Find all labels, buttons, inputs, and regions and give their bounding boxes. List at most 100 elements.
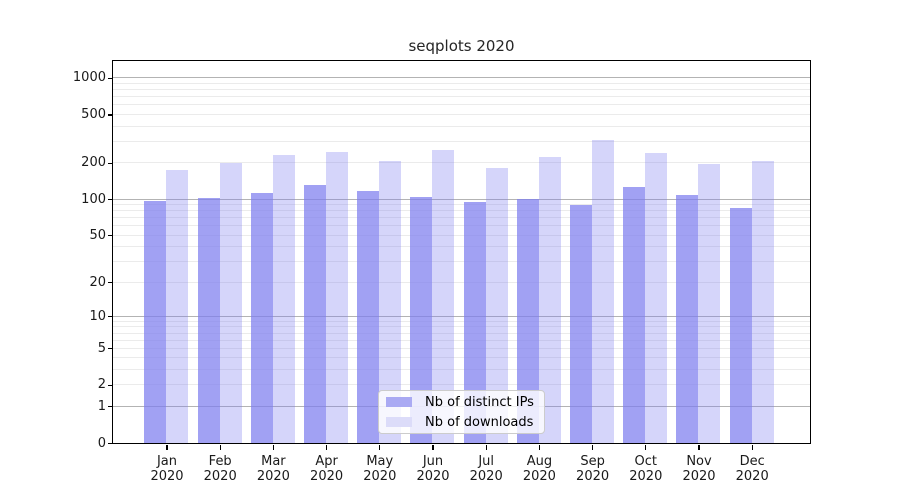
bar-ips-apr: [304, 185, 327, 443]
bar-downloads-dec: [751, 160, 774, 443]
bar-ips-sep: [570, 204, 593, 443]
chart-title: seqplots 2020: [408, 37, 515, 55]
gridline-minor: [112, 140, 810, 142]
gridline-minor: [112, 82, 810, 84]
legend-swatch-ips: [386, 396, 412, 408]
legend-label-distinct-ips: Nb of distinct IPs: [425, 394, 534, 410]
bar-ips-feb: [197, 197, 220, 443]
gridline-minor: [112, 332, 810, 334]
gridline-minor: [112, 339, 810, 341]
x-tick-mark: [485, 445, 487, 450]
bar-ips-aug: [516, 199, 539, 443]
legend-item-distinct-ips: Nb of distinct IPs: [386, 395, 534, 410]
x-tick-mark: [432, 445, 434, 450]
gridline-minor: [112, 113, 810, 115]
gridline-minor: [112, 104, 810, 106]
y-tick-label: 100: [81, 191, 106, 207]
bar-ips-may: [357, 191, 380, 443]
x-tick-mark: [166, 445, 168, 450]
x-tick-mark: [272, 445, 274, 450]
bar-downloads-apr: [326, 151, 349, 443]
y-tick-label: 50: [89, 227, 106, 243]
x-tick-label: Nov 2020: [682, 453, 716, 484]
x-tick-mark: [219, 445, 221, 450]
bar-downloads-jul: [485, 167, 508, 443]
gridline-minor: [112, 234, 810, 236]
y-tick-mark: [108, 442, 114, 445]
gridline-minor: [112, 357, 810, 359]
bar-ips-mar: [250, 193, 273, 443]
x-tick-mark: [379, 445, 381, 450]
bar-ips-jan: [144, 201, 167, 443]
bar-ips-jul: [463, 201, 486, 443]
gridline-major: [112, 77, 810, 79]
x-tick-mark: [698, 445, 700, 450]
bar-ips-nov: [676, 195, 699, 443]
y-tick-label: 500: [81, 106, 106, 122]
x-tick-mark: [326, 445, 328, 450]
bar-downloads-jun: [432, 149, 455, 443]
bar-ips-jun: [410, 196, 433, 443]
gridline-minor: [112, 217, 810, 219]
y-tick-mark: [108, 77, 114, 79]
x-tick-label: Mar 2020: [256, 453, 290, 484]
legend: Nb of distinct IPs Nb of downloads: [378, 390, 545, 434]
y-tick-label: 20: [89, 274, 106, 290]
x-tick-mark: [538, 445, 540, 450]
gridline-minor: [112, 320, 810, 322]
legend-item-downloads: Nb of downloads: [386, 415, 534, 430]
x-tick-mark: [645, 445, 647, 450]
y-tick-label: 1000: [72, 70, 106, 86]
gridline-minor: [112, 96, 810, 98]
bar-downloads-mar: [272, 154, 295, 443]
gridline-minor: [112, 261, 810, 262]
x-tick-label: Sep 2020: [576, 453, 610, 484]
gridline-minor: [112, 162, 810, 164]
y-tick-mark: [108, 114, 114, 116]
x-tick-label: Jan 2020: [150, 453, 184, 484]
y-tick-label: 5: [97, 340, 106, 356]
x-tick-label: May 2020: [363, 453, 397, 484]
gridline-minor: [112, 204, 810, 206]
y-tick-mark: [108, 162, 114, 164]
y-tick-mark: [108, 198, 114, 201]
gridline-major: [112, 315, 810, 317]
bar-ips-dec: [729, 207, 752, 443]
gridline-minor: [112, 225, 810, 227]
legend-swatch-downloads: [386, 416, 412, 428]
bar-downloads-jan: [166, 170, 189, 443]
gridline-minor: [112, 246, 810, 248]
gridline-minor: [112, 210, 810, 212]
gridline-minor: [112, 326, 810, 328]
y-tick-mark: [108, 384, 114, 387]
bar-downloads-nov: [698, 164, 721, 443]
x-tick-label: Jul 2020: [469, 453, 503, 484]
y-tick-label: 200: [81, 155, 106, 171]
x-tick-mark: [592, 445, 594, 450]
bar-downloads-oct: [645, 152, 668, 443]
y-tick-mark: [108, 316, 114, 318]
bar-downloads-feb: [219, 163, 242, 443]
gridline-minor: [112, 281, 810, 283]
bar-downloads-sep: [592, 139, 615, 443]
gridline-minor: [112, 347, 810, 349]
y-tick-mark: [108, 406, 114, 408]
x-tick-label: Dec 2020: [735, 453, 769, 484]
x-tick-label: Aug 2020: [522, 453, 556, 484]
y-tick-label: 1: [97, 398, 106, 414]
y-tick-mark: [108, 281, 114, 284]
legend-label-downloads: Nb of downloads: [425, 414, 534, 430]
bar-ips-oct: [623, 186, 646, 443]
x-tick-label: Oct 2020: [629, 453, 663, 484]
gridline-minor: [112, 125, 810, 127]
gridline-minor: [112, 89, 810, 91]
y-tick-mark: [108, 348, 114, 350]
x-tick-label: Jun 2020: [416, 453, 450, 484]
y-tick-label: 0: [97, 435, 106, 451]
gridline-minor: [112, 369, 810, 371]
x-tick-mark: [751, 445, 753, 450]
y-tick-mark: [108, 235, 114, 237]
gridline-major: [112, 198, 810, 200]
bar-downloads-aug: [538, 157, 561, 443]
